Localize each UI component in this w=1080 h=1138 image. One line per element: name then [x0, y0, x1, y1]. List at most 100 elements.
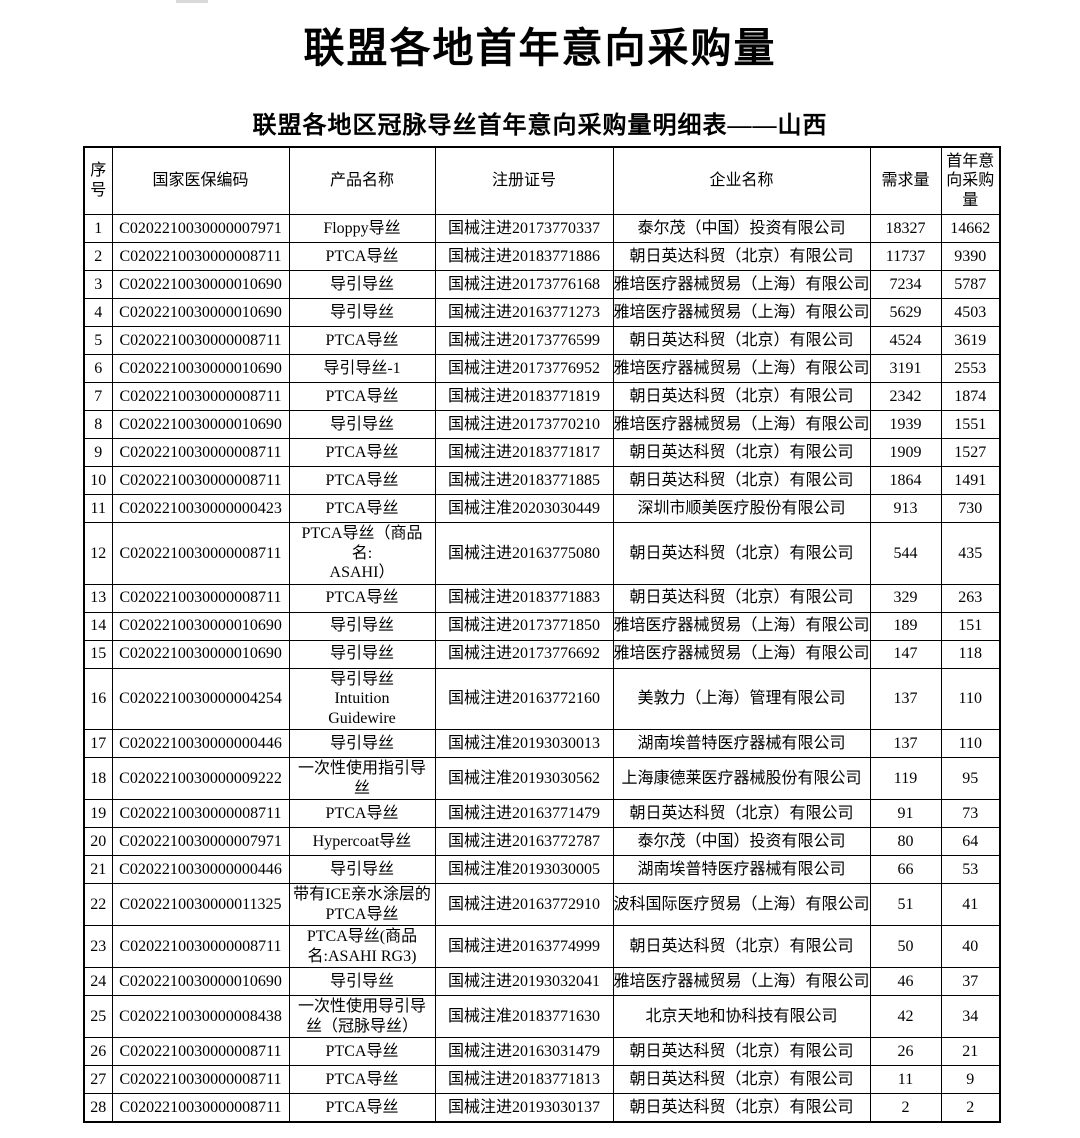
cell-demand: 51	[869, 883, 942, 927]
cell-first_year: 4503	[940, 298, 1001, 327]
cell-company: 朝日英达科贸（北京）有限公司	[612, 1037, 871, 1067]
cell-index: 17	[83, 729, 113, 759]
cell-code: C0202210030000010690	[111, 298, 290, 327]
cell-index: 18	[83, 757, 113, 801]
cell-index: 9	[83, 438, 113, 467]
column-header-index: 序号	[83, 146, 113, 215]
cell-code: C0202210030000004254	[111, 667, 290, 731]
table-row: 16 C0202210030000004254 导引导丝 Intuition Gui…	[83, 667, 1001, 731]
table-row: 26 C0202210030000008711 PTCA导丝 国械注进20163031…	[83, 1037, 1001, 1067]
table-body: 1 C0202210030000007971 Floppy导丝 国械注进2017377…	[83, 214, 1001, 1123]
cell-demand: 7234	[869, 270, 942, 299]
cell-product: 导引导丝	[288, 270, 436, 299]
cell-code: C0202210030000000423	[111, 494, 290, 523]
cell-first_year: 730	[940, 494, 1001, 523]
table-row: 21 C0202210030000000446 导引导丝 国械注准2019303000…	[83, 855, 1001, 885]
cell-product: PTCA导丝	[288, 382, 436, 411]
cell-index: 12	[83, 522, 113, 585]
table-row: 8 C0202210030000010690 导引导丝 国械注进20173770210…	[83, 410, 1001, 439]
cell-code: C0202210030000008711	[111, 326, 290, 355]
cell-product: PTCA导丝	[288, 799, 436, 829]
cell-demand: 147	[869, 639, 942, 669]
cell-registration: 国械注进20173770337	[434, 214, 614, 243]
cell-first_year: 3619	[940, 326, 1001, 355]
cell-index: 8	[83, 410, 113, 439]
cell-demand: 50	[869, 925, 942, 969]
cell-demand: 4524	[869, 326, 942, 355]
cell-product: PTCA导丝	[288, 1037, 436, 1067]
cell-index: 4	[83, 298, 113, 327]
cell-first_year: 9390	[940, 242, 1001, 271]
cell-index: 14	[83, 611, 113, 641]
column-header-registration: 注册证号	[434, 146, 614, 215]
cell-demand: 26	[869, 1037, 942, 1067]
cell-company: 朝日英达科贸（北京）有限公司	[612, 466, 871, 495]
table-row: 6 C0202210030000010690 导引导丝-1 国械注进201737769…	[83, 354, 1001, 383]
table-row: 7 C0202210030000008711 PTCA导丝 国械注进201837718…	[83, 382, 1001, 411]
table-row: 24 C0202210030000010690 导引导丝 国械注进2019303204…	[83, 967, 1001, 997]
cell-index: 1	[83, 214, 113, 243]
cell-product: 一次性使用导引导 丝（冠脉导丝）	[288, 995, 436, 1039]
cell-product: PTCA导丝	[288, 1093, 436, 1123]
cell-registration: 国械注进20163774999	[434, 925, 614, 969]
cell-index: 21	[83, 855, 113, 885]
cell-company: 上海康德莱医疗器械股份有限公司	[612, 757, 871, 801]
table-row: 23 C0202210030000008711 PTCA导丝(商品 名:ASAHI …	[83, 925, 1001, 969]
cell-company: 朝日英达科贸（北京）有限公司	[612, 326, 871, 355]
cell-code: C0202210030000008438	[111, 995, 290, 1039]
cell-first_year: 1874	[940, 382, 1001, 411]
cell-code: C0202210030000008711	[111, 382, 290, 411]
cell-company: 朝日英达科贸（北京）有限公司	[612, 522, 871, 585]
cell-product: PTCA导丝（商品名: ASAHI）	[288, 522, 436, 585]
table-row: 12 C0202210030000008711 PTCA导丝（商品名: ASAHI）…	[83, 522, 1001, 585]
cell-company: 朝日英达科贸（北京）有限公司	[612, 1093, 871, 1123]
page-title: 联盟各地首年意向采购量	[303, 25, 777, 71]
cell-demand: 2342	[869, 382, 942, 411]
cell-index: 5	[83, 326, 113, 355]
table-row: 4 C0202210030000010690 导引导丝 国械注进20163771273…	[83, 298, 1001, 327]
cell-first_year: 110	[940, 667, 1001, 731]
cell-registration: 国械注进20173776952	[434, 354, 614, 383]
cell-product: PTCA导丝	[288, 326, 436, 355]
cell-company: 湖南埃普特医疗器械有限公司	[612, 729, 871, 759]
header-row: 序号 国家医保编码 产品名称 注册证号 企业名称 需求量 首年意向采购量	[83, 146, 1001, 215]
cell-index: 28	[83, 1093, 113, 1123]
cell-code: C0202210030000009222	[111, 757, 290, 801]
cell-first_year: 110	[940, 729, 1001, 759]
cell-product: 导引导丝	[288, 855, 436, 885]
cell-product: 导引导丝	[288, 729, 436, 759]
table-row: 10 C0202210030000008711 PTCA导丝 国械注进20183771…	[83, 466, 1001, 495]
cell-index: 20	[83, 827, 113, 857]
table-row: 27 C0202210030000008711 PTCA导丝 国械注进20183771…	[83, 1065, 1001, 1095]
cell-demand: 2	[869, 1093, 942, 1123]
cell-company: 雅培医疗器械贸易（上海）有限公司	[612, 639, 871, 669]
table-row: 28 C0202210030000008711 PTCA导丝 国械注进20193030…	[83, 1093, 1001, 1123]
cell-product: 导引导丝-1	[288, 354, 436, 383]
cell-index: 7	[83, 382, 113, 411]
cell-company: 朝日英达科贸（北京）有限公司	[612, 438, 871, 467]
cell-registration: 国械注进20193032041	[434, 967, 614, 997]
cell-first_year: 41	[940, 883, 1001, 927]
cell-product: PTCA导丝(商品 名:ASAHI RG3)	[288, 925, 436, 969]
cell-code: C0202210030000008711	[111, 522, 290, 585]
cell-code: C0202210030000008711	[111, 466, 290, 495]
table-row: 1 C0202210030000007971 Floppy导丝 国械注进2017377…	[83, 214, 1001, 243]
cell-registration: 国械注进20163775080	[434, 522, 614, 585]
cell-first_year: 118	[940, 639, 1001, 669]
cell-first_year: 64	[940, 827, 1001, 857]
cell-demand: 80	[869, 827, 942, 857]
cell-index: 26	[83, 1037, 113, 1067]
cell-first_year: 1527	[940, 438, 1001, 467]
cell-registration: 国械注进20163771479	[434, 799, 614, 829]
cell-company: 朝日英达科贸（北京）有限公司	[612, 799, 871, 829]
cell-code: C0202210030000011325	[111, 883, 290, 927]
cell-code: C0202210030000008711	[111, 799, 290, 829]
table-row: 9 C0202210030000008711 PTCA导丝 国械注进201837718…	[83, 438, 1001, 467]
cell-registration: 国械注进20163772910	[434, 883, 614, 927]
cell-code: C0202210030000008711	[111, 1037, 290, 1067]
cell-index: 16	[83, 667, 113, 731]
cell-index: 27	[83, 1065, 113, 1095]
table-row: 14 C0202210030000010690 导引导丝 国械注进2017377185…	[83, 611, 1001, 641]
cell-product: 一次性使用指引导 丝	[288, 757, 436, 801]
cell-registration: 国械注准20183771630	[434, 995, 614, 1039]
